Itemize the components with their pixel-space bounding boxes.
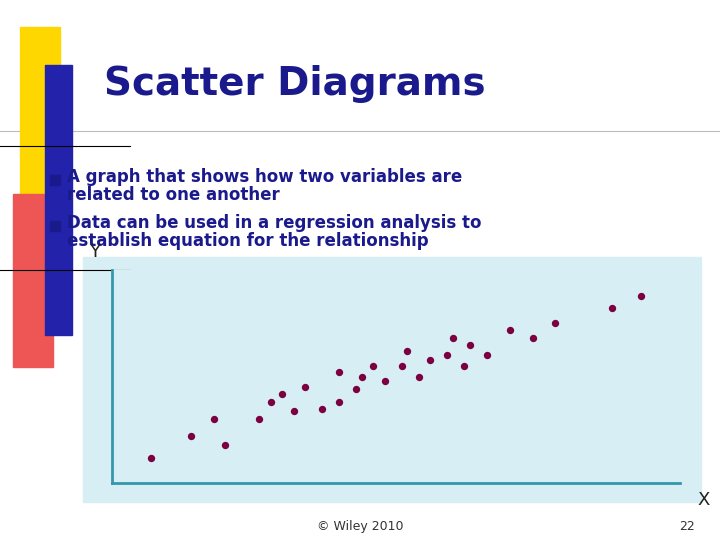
Point — [464, 340, 476, 349]
Point — [635, 291, 647, 300]
Point — [208, 415, 220, 423]
Point — [253, 415, 265, 423]
Point — [441, 351, 453, 360]
Point — [276, 389, 288, 398]
Point — [549, 319, 561, 328]
Point — [424, 355, 436, 364]
Point — [356, 373, 368, 381]
Text: related to one another: related to one another — [67, 186, 279, 205]
Text: X: X — [698, 491, 710, 509]
Bar — [20, 27, 60, 216]
Point — [459, 362, 470, 370]
Text: establish equation for the relationship: establish equation for the relationship — [67, 232, 428, 251]
Point — [220, 441, 231, 449]
Point — [413, 373, 425, 381]
Bar — [83, 256, 701, 502]
Point — [333, 398, 345, 407]
Point — [145, 454, 157, 462]
Text: Y: Y — [89, 244, 100, 261]
Text: © Wiley 2010: © Wiley 2010 — [317, 520, 403, 533]
Point — [402, 347, 413, 355]
Point — [316, 404, 328, 413]
Point — [351, 385, 362, 394]
Point — [367, 362, 379, 370]
Point — [186, 432, 197, 441]
Bar — [45, 65, 72, 335]
Text: Data can be used in a regression analysis to: Data can be used in a regression analysi… — [67, 214, 482, 232]
Point — [333, 368, 345, 377]
Point — [379, 376, 390, 385]
Text: Scatter Diagrams: Scatter Diagrams — [104, 65, 486, 103]
Point — [288, 407, 300, 415]
Point — [265, 398, 276, 407]
Point — [481, 351, 492, 360]
Bar — [13, 194, 53, 367]
Text: 22: 22 — [679, 520, 695, 533]
Point — [527, 334, 539, 342]
Point — [396, 362, 408, 370]
Point — [606, 304, 618, 313]
Point — [300, 383, 311, 391]
Point — [447, 334, 459, 342]
Text: A graph that shows how two variables are: A graph that shows how two variables are — [67, 168, 462, 186]
Bar — [50, 175, 60, 185]
Point — [504, 326, 516, 334]
Bar — [50, 221, 60, 231]
